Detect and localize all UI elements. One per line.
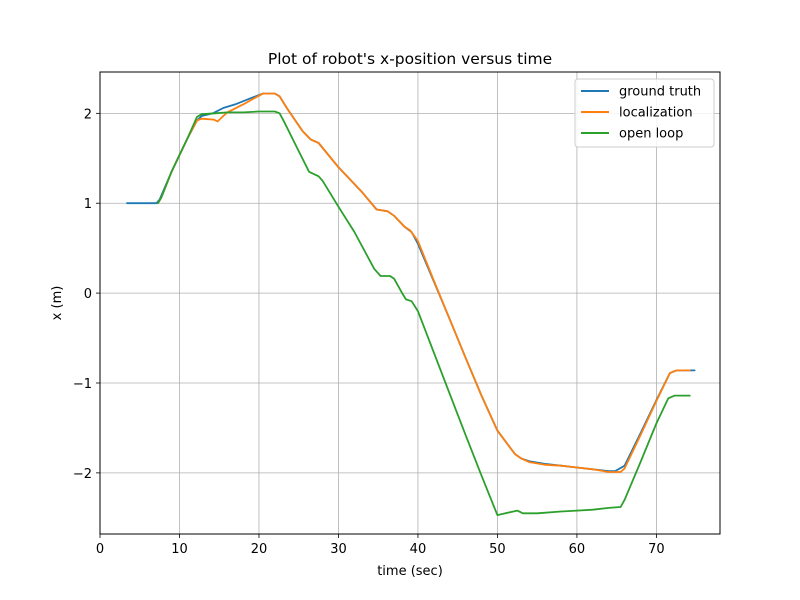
- x-tick-label: 30: [330, 542, 347, 557]
- x-tick-label: 10: [171, 542, 188, 557]
- series-layer: [126, 92, 696, 516]
- y-axis-label: x (m): [50, 286, 65, 321]
- x-tick-label: 40: [410, 542, 427, 557]
- legend-label: ground truth: [619, 85, 701, 100]
- legend-label: localization: [619, 106, 693, 121]
- x-tick-label: 60: [569, 542, 586, 557]
- x-tick-label: 0: [96, 542, 104, 557]
- plot-frame: [99, 71, 721, 535]
- y-tick-label: 1: [84, 197, 92, 212]
- y-tick-label: −2: [73, 467, 92, 482]
- x-tick-label: 20: [251, 542, 268, 557]
- chart-title: Plot of robot's x-position versus time: [268, 50, 552, 68]
- x-tick-label: 50: [489, 542, 506, 557]
- y-tick-label: −1: [73, 377, 92, 392]
- x-tick-label: 70: [648, 542, 665, 557]
- series-line-localization: [157, 92, 691, 473]
- x-axis-label: time (sec): [377, 564, 443, 579]
- ticks: 0 10 20 30 40 50 60 70 −2 −1 0 1 2: [73, 107, 665, 557]
- legend: ground truth localization open loop: [574, 78, 715, 148]
- y-tick-label: 0: [84, 287, 92, 302]
- legend-box: [574, 78, 715, 148]
- y-tick-label: 2: [84, 107, 92, 122]
- grid: [99, 72, 720, 534]
- legend-label: open loop: [619, 127, 683, 142]
- series-line-open-loop: [157, 110, 691, 516]
